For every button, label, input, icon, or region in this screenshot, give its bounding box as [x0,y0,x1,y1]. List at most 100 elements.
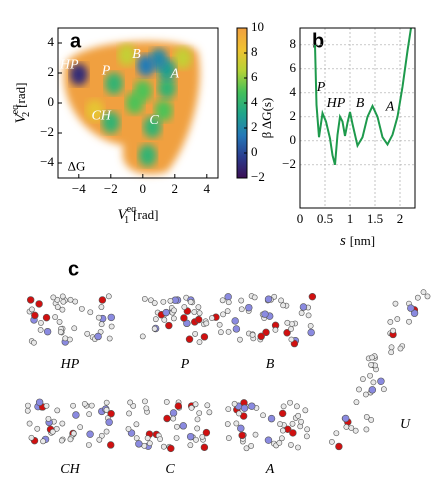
atom [142,398,148,405]
state-label: A [170,67,180,82]
atom [95,314,102,321]
atom [231,400,238,407]
axis-label: β ΔG(s) [259,98,274,139]
atom [410,309,419,317]
atom [188,404,195,411]
x-tick-label: 1.5 [367,211,383,226]
atom [167,444,175,453]
atom [377,377,385,385]
atom [103,406,110,413]
atom [98,296,107,304]
atom [103,399,110,406]
atom [216,321,223,328]
atom [302,407,309,414]
state-label: CH [91,109,111,124]
atom [224,421,231,427]
atom [248,402,256,410]
molecule [224,399,311,452]
atom [333,430,340,437]
atom [25,402,31,409]
atom [174,423,180,430]
atom [224,308,231,315]
atom [171,307,177,314]
colorbar-tick-label: 8 [251,44,258,59]
atom [157,436,163,443]
atom [173,435,180,441]
axis-label: Veq2 [rad] [10,83,32,124]
atom [151,325,158,332]
axis-label-part: eq [127,204,136,215]
atom [52,314,59,320]
atom [219,297,226,304]
x-tick-label: 2 [172,181,179,196]
atom [144,435,151,442]
atom [29,306,35,313]
atom [179,422,187,430]
structure-label: HP [60,357,80,372]
panel-letter: a [70,30,82,52]
axis-label-part: [nm] [350,233,375,248]
plot-frame [299,27,416,209]
atom [108,323,115,330]
panel-letter: c [68,258,79,280]
atom [34,425,41,432]
atom [86,430,94,438]
atom [45,415,52,422]
atom [28,434,35,441]
atom [370,379,377,386]
atom [406,318,412,325]
atom [278,409,287,418]
atom [191,309,198,315]
x-tick-label: 4 [204,181,211,196]
state-label: B [132,47,141,62]
atom [261,310,269,318]
axis-label-part: eq [10,105,21,114]
atom [251,294,258,301]
y-tick-label: 6 [290,60,297,75]
molecule [224,292,317,348]
atom [294,403,300,410]
atom [196,310,203,317]
y-tick-label: 2 [290,108,297,123]
atom [54,407,61,414]
atom [57,329,64,335]
atom [151,300,158,306]
atom [43,402,50,409]
atom [280,403,287,410]
annotation: ΔG [68,158,86,173]
energy-basin [105,72,123,95]
atom [368,416,375,423]
structure-label: B [266,357,275,372]
atom [180,314,188,322]
atom [143,405,150,412]
atom [218,329,224,336]
atom [59,420,66,427]
atom [96,436,103,443]
atom [162,308,170,317]
atom [237,424,245,433]
atom [42,313,51,322]
molecule [139,294,226,346]
atom [40,438,46,445]
atom [160,298,167,305]
atom [181,304,188,310]
y-tick-label: 8 [290,36,297,51]
axis-label-part: 1 [124,215,129,226]
atom [194,425,201,432]
atom [87,309,94,316]
colorbar-tick-label: 6 [251,69,258,84]
atom [107,441,115,449]
atom [380,386,387,393]
atom [98,321,105,328]
atom [59,306,66,313]
energy-basin [69,63,88,86]
atom [283,329,291,337]
atom [362,391,369,398]
state-label: P [101,64,111,79]
atom [368,362,374,368]
atom [70,430,77,437]
atom [192,331,199,337]
atom [388,349,395,356]
atom [360,376,366,382]
atom [200,333,209,341]
